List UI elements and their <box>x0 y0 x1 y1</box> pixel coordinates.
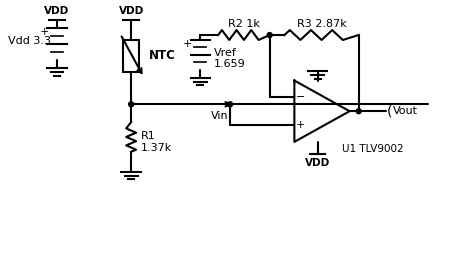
Text: Vdd 3.3: Vdd 3.3 <box>8 36 51 46</box>
Text: −: − <box>296 92 305 102</box>
Text: NTC: NTC <box>149 49 176 62</box>
Text: (: ( <box>386 104 392 118</box>
Text: Vout: Vout <box>393 106 419 116</box>
Text: U1 TLV9002: U1 TLV9002 <box>342 144 403 154</box>
Circle shape <box>228 102 233 107</box>
Circle shape <box>356 109 361 114</box>
Text: Vin: Vin <box>210 111 228 121</box>
Text: R2 1k: R2 1k <box>228 19 260 29</box>
Text: Vref
1.659: Vref 1.659 <box>214 48 246 69</box>
Text: R1
1.37k: R1 1.37k <box>141 131 172 153</box>
Text: VDD: VDD <box>45 6 70 16</box>
Text: R3 2.87k: R3 2.87k <box>297 19 346 29</box>
Text: +: + <box>183 39 192 49</box>
Text: VDD: VDD <box>305 158 330 168</box>
Circle shape <box>267 33 272 38</box>
Text: VDD: VDD <box>118 6 144 16</box>
Text: +: + <box>39 27 49 37</box>
Circle shape <box>128 102 134 107</box>
Text: +: + <box>296 120 305 130</box>
Bar <box>123 40 139 72</box>
